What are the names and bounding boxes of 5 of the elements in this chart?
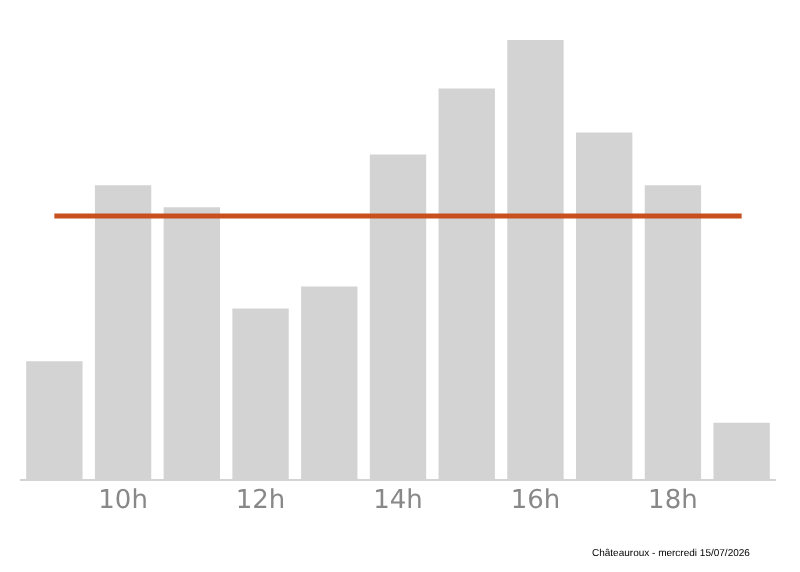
x-tick-label: 12h xyxy=(235,486,286,516)
x-tick-label: 10h xyxy=(98,486,148,516)
x-tick-label: 18h xyxy=(648,486,698,516)
x-tick-label: 14h xyxy=(373,486,423,516)
x-tick-label: 16h xyxy=(510,486,561,516)
